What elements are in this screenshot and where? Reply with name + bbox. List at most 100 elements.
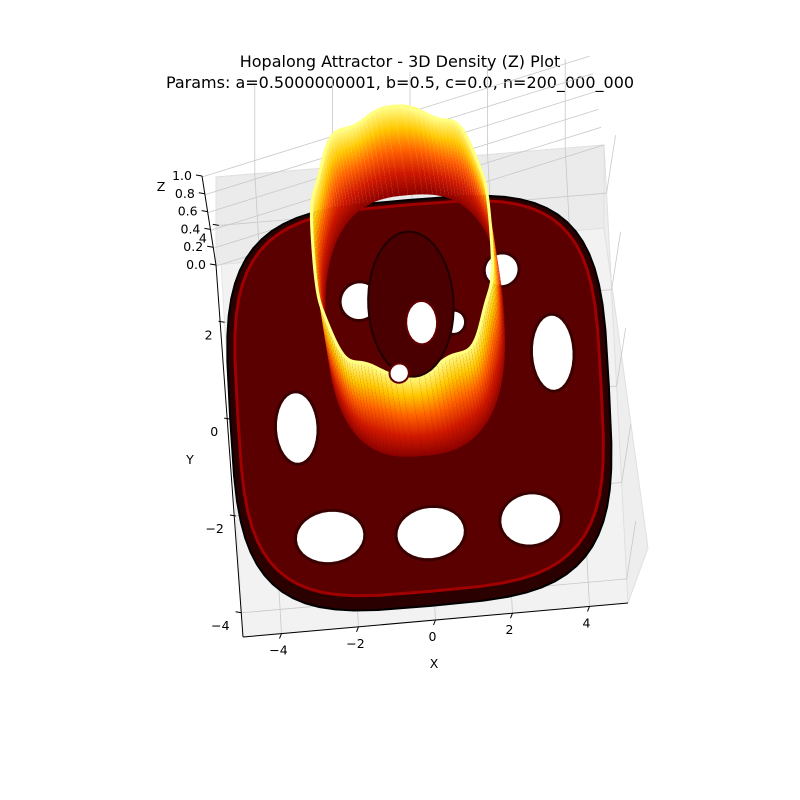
surface-wall-strip xyxy=(341,128,358,215)
surface-wall-strip xyxy=(492,256,506,345)
surface-wall-strip xyxy=(436,117,453,200)
surface-wall-strip xyxy=(490,280,505,370)
surface-wall-strip xyxy=(490,222,505,319)
surface-wall-strip xyxy=(475,157,491,243)
surface-hole xyxy=(293,508,367,566)
surface-wall-strip xyxy=(409,108,428,195)
surface-wall-strip xyxy=(348,126,365,210)
y-axis-label: Y xyxy=(185,452,194,467)
side-pane xyxy=(603,144,649,604)
surface-wall-strip xyxy=(311,200,327,294)
surface-wall-strip xyxy=(375,367,394,456)
surface-wall-strip xyxy=(419,112,438,196)
axis-ticks: −4 −2 0 2 4 −4 −2 0 2 4 0.0 0.2 0.4 0.6 0.8 1.0 xyxy=(172,168,590,658)
z-tick-label: 1.0 xyxy=(172,168,192,183)
surface-wall-strip xyxy=(389,373,408,457)
z-axis-line xyxy=(201,175,217,266)
surface-wall-strip xyxy=(463,132,480,223)
x-tick xyxy=(587,606,590,612)
surface-wall-strip xyxy=(487,292,503,386)
z-tick-label: 0.4 xyxy=(181,221,201,236)
surface-wall-strip xyxy=(401,375,423,457)
surface-wall-strip xyxy=(394,105,417,196)
surface-wall-strip xyxy=(322,311,339,405)
x-axis-label: X xyxy=(430,656,439,671)
chart-subtitle: Params: a=0.5000000001, b=0.5, c=0.0, n=… xyxy=(165,73,635,92)
surface-wall-strip xyxy=(477,162,493,248)
surface-wall-strip xyxy=(488,204,503,300)
x-tick-label: 2 xyxy=(506,622,514,637)
z-tick-label: 0.6 xyxy=(178,204,198,219)
surface-wall-strip xyxy=(332,132,350,224)
grid-line-y-wall xyxy=(626,520,637,579)
surface-wall-strip xyxy=(321,158,337,247)
surface-wall-strip xyxy=(475,335,491,421)
surface-wall-strip xyxy=(482,312,498,405)
surface-wall-strip xyxy=(330,330,347,422)
surface-wall-strip xyxy=(473,153,489,239)
y-tick-label: 4 xyxy=(199,230,207,245)
surface-wall-strip xyxy=(319,300,334,390)
surface-wall-strip xyxy=(370,111,389,199)
surface-wall-strip xyxy=(452,119,469,211)
surface-wall-strip xyxy=(346,357,362,441)
surface-wall-strip xyxy=(470,343,486,428)
surface-wall-strip xyxy=(473,340,489,425)
surface-wall-strip xyxy=(320,164,335,252)
surface-wall-strip xyxy=(432,117,450,199)
surface-wall-strip xyxy=(338,129,355,218)
surface-wall-strip xyxy=(364,362,382,453)
surface-wall-strip xyxy=(349,359,365,444)
surface-hole xyxy=(529,312,576,393)
surface-wall-strip xyxy=(452,353,470,444)
surface-wall-strip xyxy=(424,114,442,197)
y-tick xyxy=(218,320,225,323)
surface-wall-strip xyxy=(486,296,502,391)
grid-line-y-wall xyxy=(606,135,616,194)
surface-wall-strip xyxy=(335,341,352,429)
chart-title: Hopalong Attractor - 3D Density (Z) Plot xyxy=(239,52,561,71)
surface-wall-strip xyxy=(491,247,506,338)
z-tick-label: 0.0 xyxy=(186,257,206,272)
surface-wall-strip xyxy=(488,288,504,381)
x-tick-label: 0 xyxy=(429,629,437,644)
z-tick-label: 0.2 xyxy=(183,239,203,254)
surface-wall-strip xyxy=(483,306,499,400)
y-axis-line xyxy=(215,264,244,638)
surface-wall-strip xyxy=(360,362,378,452)
surface-wall-strip xyxy=(324,147,340,239)
surface-wall-strip xyxy=(317,291,332,379)
surface-inner-core xyxy=(367,230,455,378)
surface-wall-strip xyxy=(492,270,505,358)
surface-hole xyxy=(273,390,320,466)
surface-wall-strip xyxy=(492,264,506,352)
surface-wall-strip xyxy=(330,134,347,228)
surface-wall-strip xyxy=(384,371,403,457)
surface-wall-strip xyxy=(351,125,368,208)
z-tick xyxy=(209,263,217,266)
surface-wall-strip xyxy=(314,188,329,277)
surface-wall-strip xyxy=(324,315,341,409)
surface-wall-strip xyxy=(418,373,438,456)
surface-wall-strip xyxy=(343,354,359,439)
surface-wall-strip xyxy=(414,110,433,195)
z-axis-label: Z xyxy=(157,179,166,194)
surface-wall-strip xyxy=(479,324,495,413)
y-tick-label: 2 xyxy=(205,327,213,342)
surface-wall-strip xyxy=(466,137,483,227)
y-tick-label: 0 xyxy=(210,424,218,439)
surface-wall-strip xyxy=(344,127,361,212)
surface-wall-strip xyxy=(468,346,484,431)
surface-wall-strip xyxy=(489,284,504,375)
surface-wall-strip xyxy=(317,175,332,261)
surface-wall-strip xyxy=(459,350,476,440)
z-tick xyxy=(198,192,205,195)
grid-line-y-wall xyxy=(611,231,621,290)
z-tick xyxy=(201,210,208,213)
surface-wall-strip xyxy=(362,117,380,202)
surface-wall-strip xyxy=(489,212,504,308)
surface-wall-strip xyxy=(311,218,326,315)
surface-wall-strip xyxy=(402,106,423,195)
